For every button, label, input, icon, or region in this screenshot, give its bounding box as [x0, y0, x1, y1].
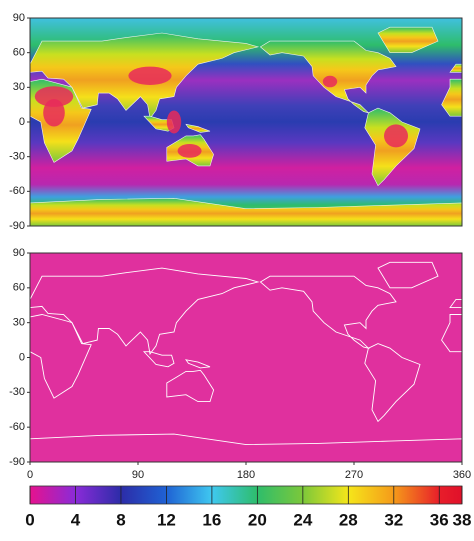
- y-tick-label: 90: [13, 247, 25, 259]
- landmass: [185, 123, 211, 133]
- y-tick-label: 60: [13, 47, 25, 59]
- landmass: [166, 369, 215, 403]
- y-tick-label: 30: [13, 81, 25, 93]
- colorbar-tick-label: 0: [25, 510, 34, 529]
- landmass: [449, 298, 462, 309]
- hot-region: [177, 143, 202, 158]
- colorbar-tick-label: 4: [71, 510, 81, 529]
- y-tick-label: -60: [9, 185, 25, 197]
- hot-region: [43, 98, 65, 127]
- y-tick-label: 60: [13, 282, 25, 294]
- colorbar-tick-label: 8: [116, 510, 125, 529]
- colorbar-tick-label: 28: [339, 510, 358, 529]
- landmass: [30, 314, 92, 399]
- landmass: [30, 433, 462, 462]
- map-bottom: [30, 253, 462, 462]
- hot-region: [128, 66, 172, 85]
- landmass: [449, 63, 462, 73]
- landmass: [364, 343, 421, 423]
- y-tick-label: 30: [13, 317, 25, 329]
- landmass: [377, 261, 439, 289]
- hot-region: [34, 86, 74, 107]
- colorbar-tick-label: 36: [430, 510, 449, 529]
- y-tick-label: -30: [9, 151, 25, 163]
- colorbar-tick-label: 12: [157, 510, 176, 529]
- landmass: [30, 197, 462, 226]
- landmass: [441, 314, 462, 353]
- landmass: [142, 351, 175, 368]
- y-tick-label: 0: [19, 116, 25, 128]
- landmass: [441, 78, 462, 117]
- x-tick-label: 180: [237, 469, 255, 481]
- landmass: [259, 275, 397, 350]
- colorbar-tick-label: 38: [453, 510, 472, 529]
- colorbar-tick-label: 20: [248, 510, 267, 529]
- y-tick-label: -90: [9, 456, 25, 468]
- hot-region: [384, 124, 408, 148]
- x-tick-label: 0: [27, 469, 33, 481]
- colorbar-tick-label: 16: [202, 510, 221, 529]
- landmass: [30, 267, 260, 356]
- map-top: [30, 18, 462, 226]
- hot-region: [166, 110, 182, 134]
- colorbar-tick-label: 24: [293, 510, 312, 529]
- y-tick-label: 90: [13, 12, 25, 24]
- y-tick-label: 0: [19, 351, 25, 363]
- colorbar: [29, 485, 463, 505]
- x-tick-label: 90: [132, 469, 144, 481]
- colorbar-tick-label: 32: [384, 510, 403, 529]
- y-tick-label: -90: [9, 220, 25, 232]
- y-tick-label: -30: [9, 386, 25, 398]
- hot-region: [322, 75, 338, 88]
- x-tick-label: 360: [453, 469, 471, 481]
- landmass: [185, 359, 211, 369]
- y-tick-label: -60: [9, 421, 25, 433]
- landmass: [364, 107, 421, 187]
- map-background: [30, 253, 462, 462]
- x-tick-label: 270: [345, 469, 363, 481]
- landmass: [377, 26, 439, 53]
